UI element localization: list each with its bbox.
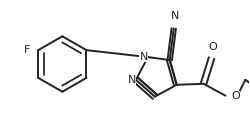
Text: O: O: [208, 42, 217, 52]
Text: O: O: [232, 91, 240, 101]
Text: N: N: [128, 75, 136, 85]
Text: F: F: [24, 45, 30, 55]
Text: N: N: [170, 11, 179, 21]
Text: N: N: [140, 52, 148, 62]
